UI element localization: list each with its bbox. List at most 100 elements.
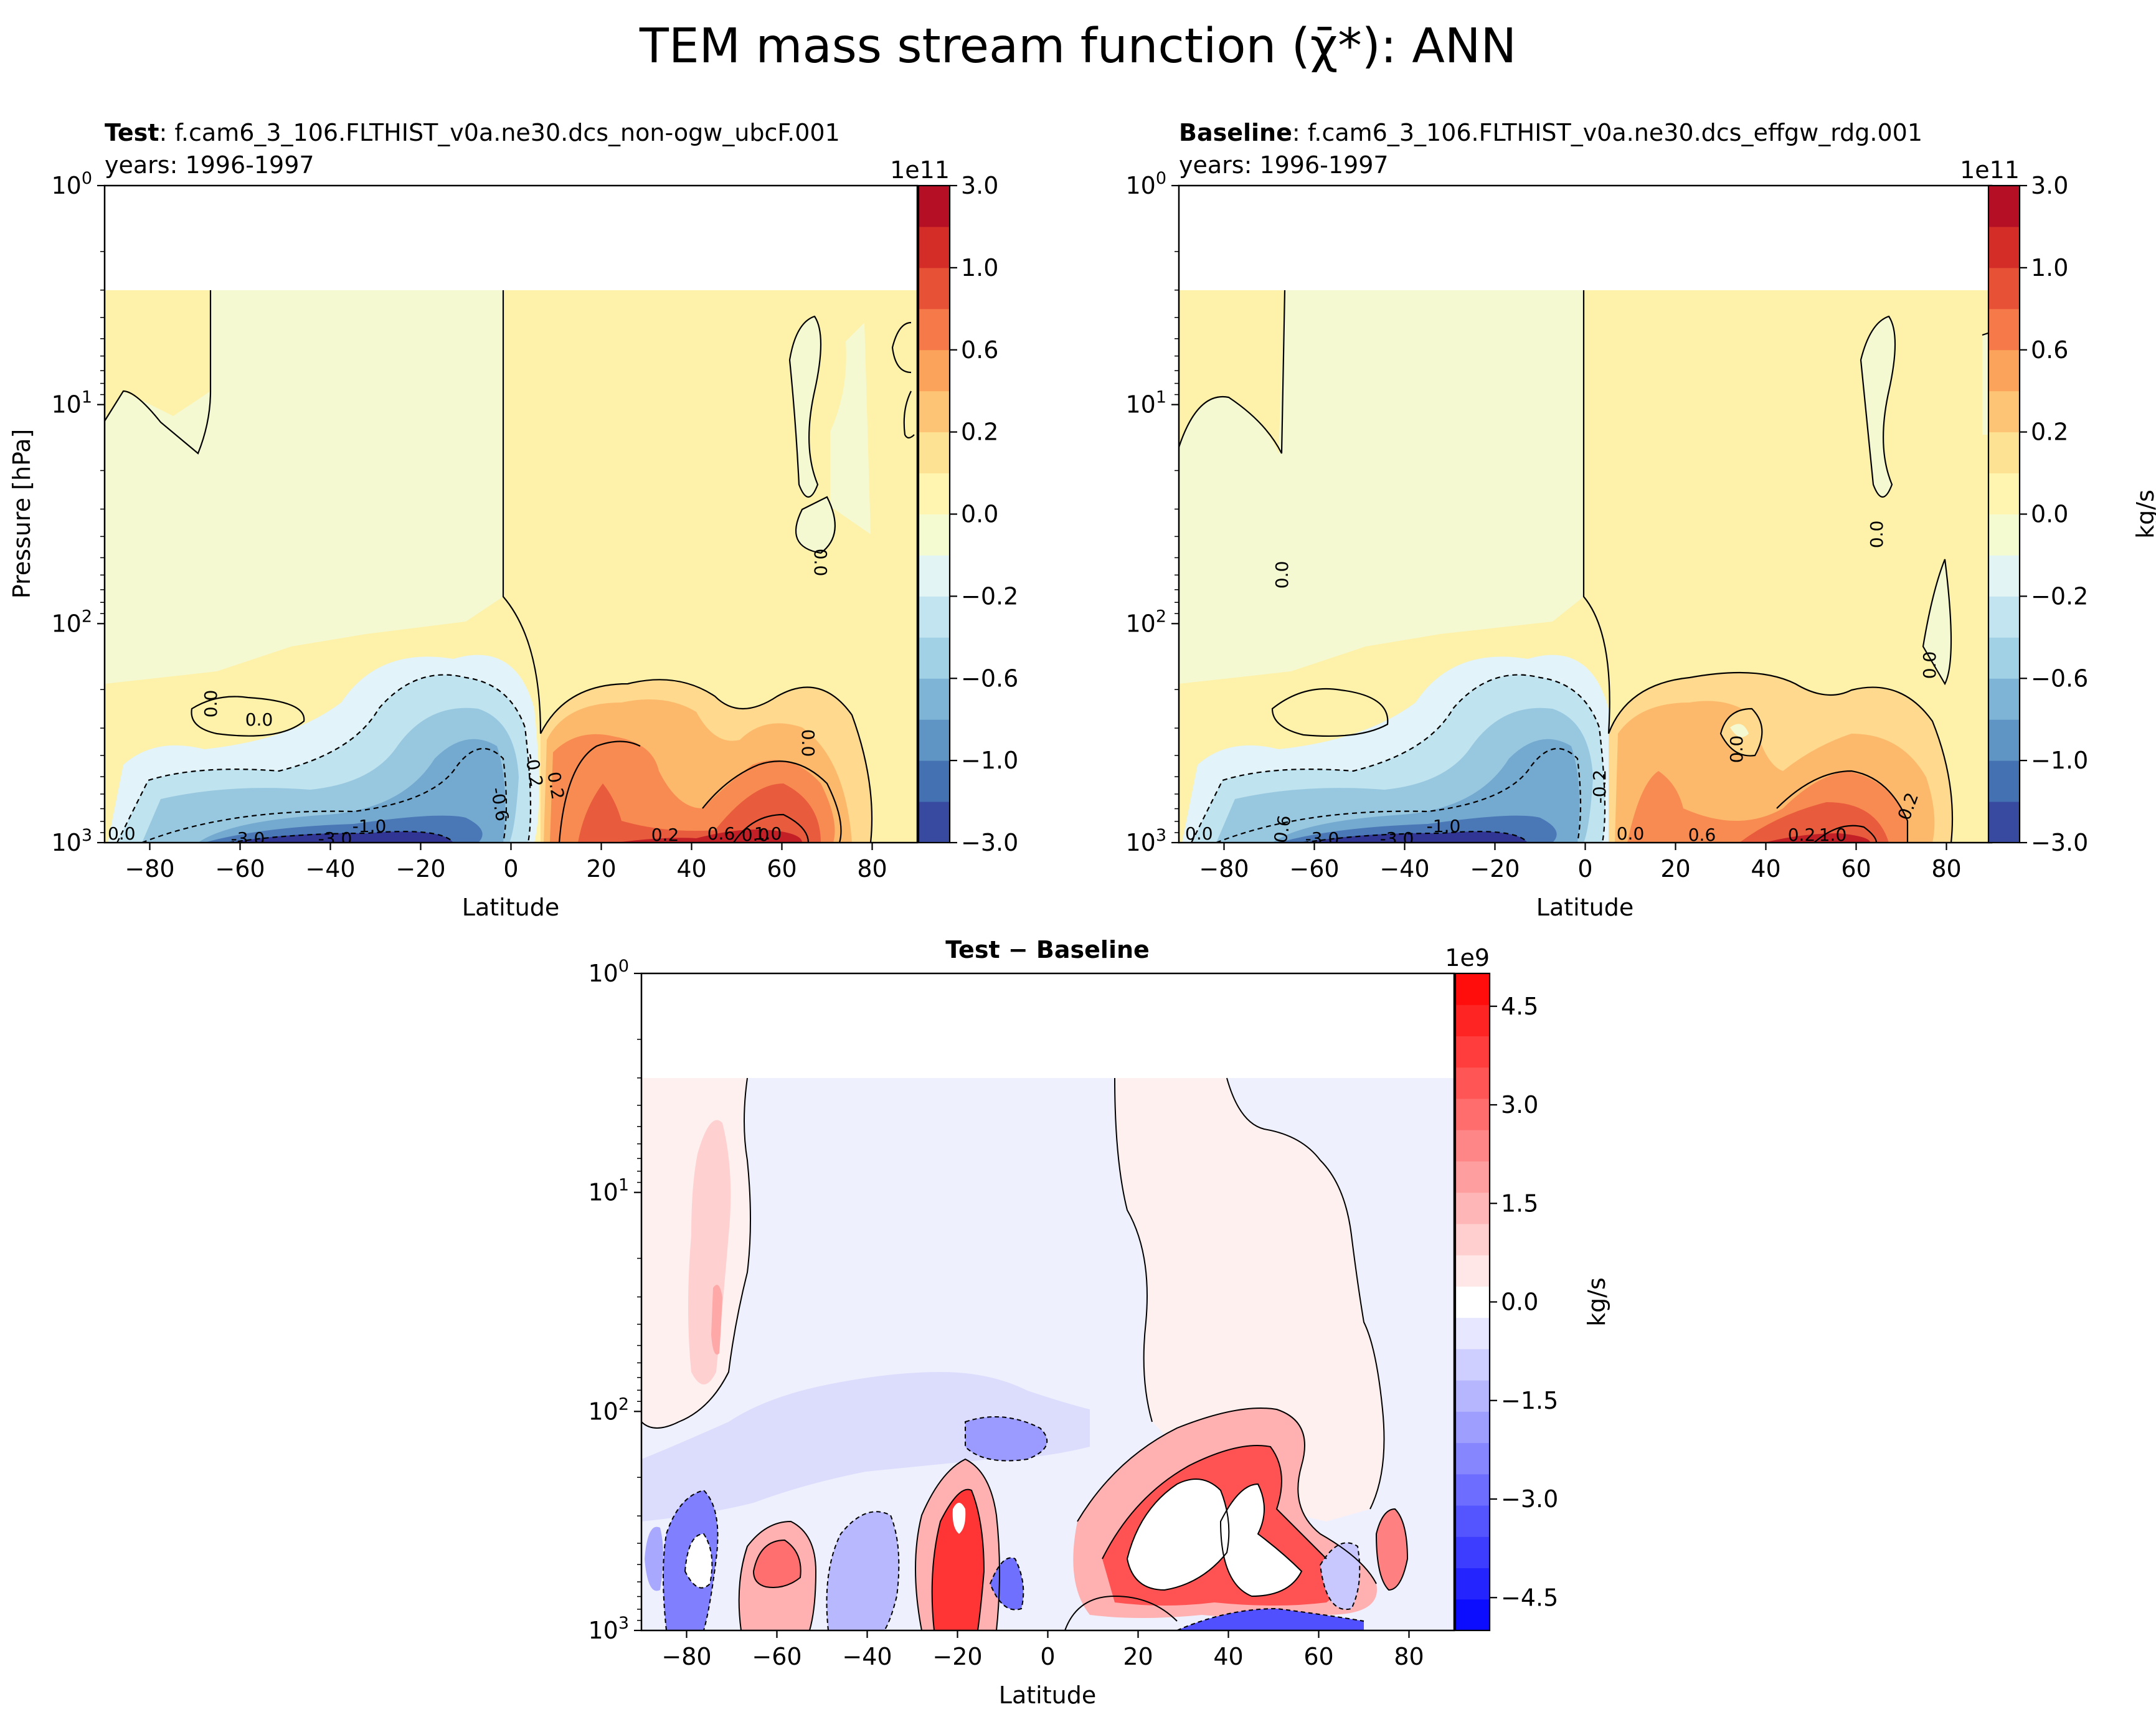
baseline-colorbar-segment: [1988, 802, 2020, 843]
test-colorbar-segment: [919, 186, 950, 227]
baseline-colorbar-segment: [1988, 514, 2020, 556]
diff-y-tick-label: 100: [588, 957, 629, 987]
diff-x-tick-label: 40: [1213, 1643, 1243, 1670]
baseline-plot-area: 0.0 0.0 0.0 0.0 0.0 -0.2 -0.6 -1.0 -3.0 …: [1179, 186, 1992, 849]
baseline-colorbar-segment: [1988, 555, 2020, 597]
baseline-contour-label: -1.0: [1427, 816, 1461, 836]
baseline-x-tick-label: 80: [1931, 855, 1961, 882]
baseline-x-tick-label: −60: [1289, 855, 1339, 882]
baseline-colorbar-segment: [1988, 186, 2020, 227]
diff-fill-neg-col-1-hole: [685, 1534, 712, 1588]
test-colorbar-segment: [919, 637, 950, 679]
diff-colorbar-segment: [1455, 1005, 1490, 1036]
test-colorbar-tick-label: −3.0: [961, 829, 1018, 856]
test-x-tick-label: −80: [125, 855, 174, 882]
test-y-tick-label: 101: [51, 388, 92, 419]
diff-x-tick-label: −80: [661, 1643, 711, 1670]
diff-y-tick-label: 102: [588, 1394, 629, 1425]
diff-colorbar-tick-label: −4.5: [1501, 1584, 1558, 1611]
test-x-tick-label: 20: [586, 855, 616, 882]
baseline-contour-label: -3.0: [1380, 828, 1414, 849]
test-panel-title: Test: f.cam6_3_106.FLTHIST_v0a.ne30.dcs_…: [105, 119, 840, 146]
test-colorbar-tick-label: 0.2: [961, 419, 998, 446]
test-colorbar-tick-label: 0.6: [961, 336, 998, 364]
baseline-contour-label: 0.0: [1866, 521, 1887, 549]
test-contour-label: -1.0: [352, 816, 387, 836]
diff-fill-neg-band: [641, 1372, 1090, 1521]
diff-colorbar-tick-label: 4.5: [1501, 993, 1538, 1020]
baseline-panel-subtitle: years: 1996-1997: [1179, 151, 1389, 179]
baseline-contour-label: 0.0: [1726, 736, 1747, 764]
baseline-colorbar: 3.0 1.0 0.6 0.2 0.0 −0.2 −0.6 −1.0 −3.0 1e11 kg/s: [1960, 156, 2156, 856]
test-colorbar-segment: [919, 555, 950, 597]
baseline-colorbar-tick-label: −1.0: [2031, 747, 2088, 774]
baseline-panel-title: Baseline: f.cam6_3_106.FLTHIST_v0a.ne30.…: [1179, 119, 1922, 146]
test-colorbar-segment: [919, 226, 950, 268]
diff-contours: [641, 1077, 1409, 1630]
baseline-colorbar-segment: [1988, 473, 2020, 514]
diff-y-axis: 100 101 102 103: [588, 957, 641, 1644]
baseline-colorbar-tick-label: −0.6: [2031, 665, 2088, 692]
diff-colorbar-multiplier: 1e9: [1445, 944, 1490, 972]
test-contour-label: 0.0: [201, 690, 221, 718]
baseline-colorbar-segment: [1988, 637, 2020, 679]
diff-x-tick-label: 60: [1303, 1643, 1333, 1670]
test-colorbar-tick-label: −1.0: [961, 747, 1018, 774]
diff-fill-neg-col-2: [645, 1526, 663, 1591]
test-colorbar-tick-label: 3.0: [961, 172, 998, 199]
baseline-contour-labels: 0.0 0.0 0.0 0.0 0.0 -0.2 -0.6 -1.0 -3.0 …: [1185, 521, 1940, 849]
test-contour-labels: 0.0 0.0 0.0 0.0 0.0 -0.2 -0.6 -1.0 -3.0 …: [108, 549, 831, 849]
baseline-contour-label: -3.0: [1305, 828, 1340, 849]
diff-colorbar-tick-label: 1.5: [1501, 1190, 1538, 1217]
diff-colorbar-segment: [1455, 1098, 1490, 1130]
test-x-tick-label: 60: [767, 855, 797, 882]
test-contour-label: -3.0: [318, 828, 352, 849]
test-y-tick-label: 100: [51, 169, 92, 199]
baseline-fill-pocket-3: [1730, 724, 1749, 737]
baseline-colorbar-label: kg/s: [2132, 490, 2156, 539]
test-colorbar-segment: [919, 678, 950, 720]
baseline-colorbar-segment: [1988, 267, 2020, 310]
baseline-colorbar-tick-label: 1.0: [2031, 254, 2068, 281]
diff-fill-white-core-2: [1221, 1484, 1302, 1596]
test-contour-label: 0.0: [108, 823, 136, 844]
test-colorbar-segment: [919, 514, 950, 556]
baseline-fill-pocket: [1272, 689, 1388, 736]
baseline-fill-neg-6: [1303, 831, 1528, 843]
diff-fill-pos-col-2-core: [754, 1540, 801, 1587]
baseline-x-tick-label: −80: [1199, 855, 1249, 882]
baseline-panel: Baseline: f.cam6_3_106.FLTHIST_v0a.ne30.…: [1125, 119, 2156, 921]
diff-colorbar-segment: [1455, 1599, 1490, 1631]
test-fill-neg-6: [229, 831, 453, 843]
test-colorbar-tick-label: −0.2: [961, 582, 1018, 610]
diff-fill-pos-nh: [1115, 1078, 1384, 1521]
test-x-tick-label: −60: [215, 855, 265, 882]
baseline-contour-label: 0.0: [1272, 561, 1292, 589]
test-colorbar-segment: [919, 596, 950, 638]
diff-colorbar-segment: [1455, 1192, 1490, 1224]
baseline-colorbar-tick-label: −3.0: [2031, 829, 2088, 856]
diff-colorbar-segment: [1455, 1067, 1490, 1099]
test-y-tick-label: 103: [51, 826, 92, 856]
diff-colorbar-segment: [1455, 1223, 1490, 1256]
test-panel-subtitle: years: 1996-1997: [105, 151, 314, 179]
baseline-x-tick-label: −40: [1379, 855, 1429, 882]
diff-x-tick-label: 0: [1040, 1643, 1055, 1670]
test-y-axis: 100 101 102 103: [51, 169, 105, 856]
test-contour-label: 0.0: [245, 709, 273, 730]
diff-colorbar-tick-label: −1.5: [1501, 1387, 1558, 1414]
diff-fill-pos-col-3: [1376, 1509, 1407, 1590]
baseline-fill-pos-5: [1764, 833, 1870, 843]
test-x-tick-label: 80: [857, 855, 887, 882]
test-contour-label: 0.6: [707, 823, 735, 844]
diff-fill-neg-blob: [965, 1417, 1047, 1461]
baseline-contours: [1179, 290, 1992, 843]
baseline-x-tick-label: 20: [1660, 855, 1690, 882]
diff-colorbar-segment: [1455, 973, 1490, 1005]
test-colorbar-segment: [919, 760, 950, 802]
diff-x-tick-label: 80: [1394, 1643, 1424, 1670]
baseline-x-tick-label: −20: [1470, 855, 1520, 882]
baseline-x-tick-label: 40: [1751, 855, 1780, 882]
diff-colorbar-segment: [1455, 1505, 1490, 1537]
diff-colorbar-segment: [1455, 1568, 1490, 1600]
